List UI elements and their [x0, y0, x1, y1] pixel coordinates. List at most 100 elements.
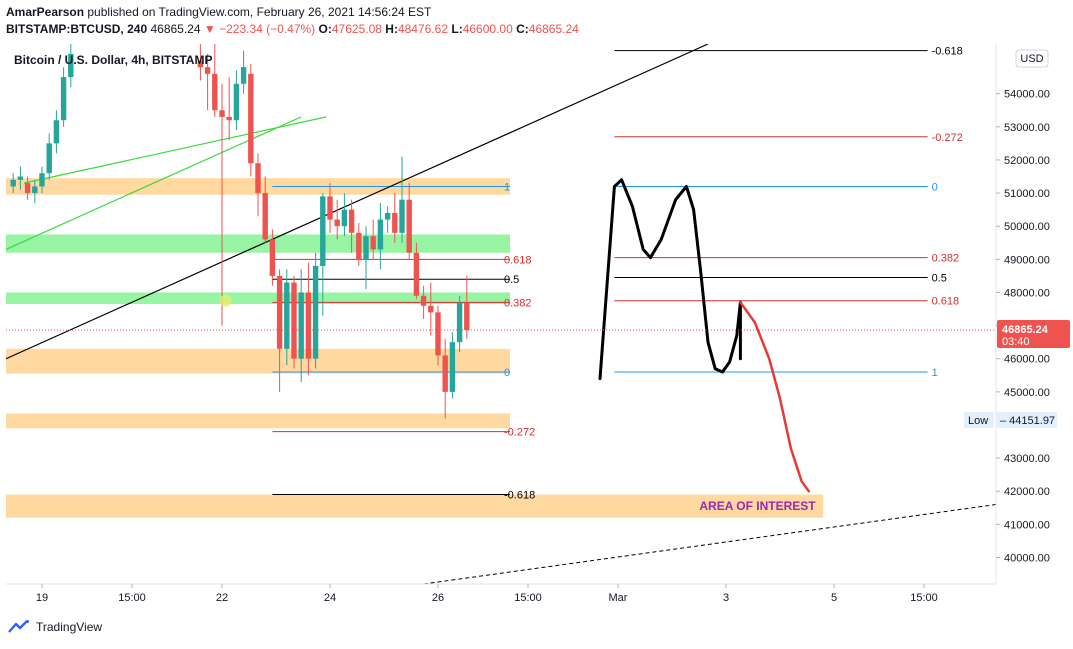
projection-line [739, 301, 811, 493]
high-value: 48476.62 [397, 22, 449, 36]
candle-body-0 [10, 179, 16, 187]
y-tick-label-12: 53000.00 [1004, 122, 1050, 134]
x-tick-label-5: 15:00 [514, 592, 542, 604]
down-arrow-icon: ▼ [203, 22, 216, 36]
candle-body-26 [320, 196, 326, 266]
candle-body-18 [262, 193, 268, 240]
candle-body-3 [32, 186, 38, 194]
last-price-countdown: 03:40 [1002, 336, 1030, 348]
currency-badge-box [1015, 49, 1049, 68]
candle-body-27 [327, 196, 333, 220]
tradingview-brand: TradingView [36, 620, 103, 634]
y-tick-label-8: 49000.00 [1004, 254, 1050, 266]
candle-body-19 [269, 239, 276, 276]
x-tick-label-7: 3 [723, 592, 729, 604]
open-label: O: [318, 22, 332, 36]
candle-body-12 [219, 110, 225, 117]
candle-body-2 [24, 183, 31, 194]
y-tick-label-10: 51000.00 [1004, 188, 1050, 200]
zone-orange-3 [6, 348, 510, 374]
candle-body-41 [428, 305, 434, 313]
last-price-badge-value: 46865.24 [1002, 324, 1049, 336]
candle-body-33 [370, 236, 376, 250]
candle-body-25 [312, 265, 319, 359]
candle-body-13 [226, 116, 232, 121]
y-tick-label-1: 41000.00 [1004, 519, 1050, 531]
open-value: 47625.08 [331, 22, 382, 36]
candle-body-39 [413, 252, 420, 296]
hand-drawn-m-pattern [598, 178, 742, 381]
publish-date: published on TradingView.com, February 2… [84, 5, 432, 19]
fib-right-label-1: -0.272 [932, 132, 963, 144]
trendline-dashed [423, 503, 997, 585]
candle-body-22 [291, 282, 297, 359]
close-value: 46865.24 [528, 22, 579, 36]
candle-body-36 [392, 212, 398, 233]
candle-body-11 [212, 73, 218, 111]
candle-body-4 [39, 173, 45, 187]
touch-highlight [219, 294, 232, 307]
candle-body-30 [348, 209, 355, 233]
high-label: H: [385, 22, 398, 36]
x-tick-label-1: 15:00 [118, 592, 146, 604]
candle-body-23 [298, 292, 304, 359]
candle-body-34 [377, 219, 384, 250]
x-tick-label-0: 19 [36, 592, 48, 604]
y-tick-label-5: 46000.00 [1004, 354, 1050, 366]
candle-body-46 [464, 302, 470, 331]
candle-body-31 [356, 232, 362, 260]
candle-body-8 [68, 53, 74, 78]
candle-body-7 [60, 77, 67, 121]
candle-body-24 [305, 292, 312, 359]
y-tick-label-3: 43000.00 [1004, 453, 1050, 465]
candle-body-14 [233, 83, 240, 121]
y-tick-label-13: 54000.00 [1004, 89, 1050, 101]
candle-body-10 [204, 67, 211, 74]
symbol-label: BITSTAMP:BTCUSD, 240 [6, 22, 148, 36]
author-name[interactable]: AmarPearson [6, 5, 85, 19]
chart-legend-title: Bitcoin / U.S. Dollar, 4h, BITSTAMP [14, 53, 213, 67]
candle-body-15 [240, 67, 247, 84]
fib-right-label-4: 0.5 [932, 273, 947, 285]
fib-left-label-4: 0 [504, 367, 510, 379]
last-price-badge [997, 320, 1070, 349]
y-tick-label-0: 40000.00 [1004, 552, 1050, 564]
symbol-ohlc-line: BITSTAMP:BTCUSD, 240 46865.24 ▼ −223.34 … [6, 22, 579, 36]
y-tick-label-11: 52000.00 [1004, 155, 1050, 167]
candle-body-32 [363, 236, 369, 260]
tradingview-footer: TradingView [8, 620, 102, 634]
x-tick-label-2: 22 [216, 592, 228, 604]
tradingview-logo-icon [8, 620, 29, 633]
fib-right-label-2: 0 [932, 181, 938, 193]
zone-orange-5 [6, 494, 824, 518]
x-tick-label-8: 5 [831, 592, 837, 604]
y-tick-label-2: 42000.00 [1004, 486, 1050, 498]
x-tick-label-9: 15:00 [910, 592, 938, 604]
currency-badge-label: USD [1020, 53, 1043, 65]
candle-body-40 [420, 295, 427, 306]
y-tick-label-7: 48000.00 [1004, 287, 1050, 299]
price-change: −223.34 (−0.47%) [219, 22, 316, 36]
fib-left-label-3: 0.382 [504, 297, 532, 309]
candle-body-1 [17, 176, 24, 180]
trendline-black [6, 44, 709, 360]
fib-left-label-1: 0.618 [504, 254, 532, 266]
x-tick-label-4: 26 [432, 592, 444, 604]
candle-body-45 [456, 302, 463, 343]
zone-green-1 [6, 234, 510, 253]
low-marker-value-box [997, 411, 1057, 428]
fib-right-label-0: -0.618 [932, 46, 963, 58]
fib-left-label-2: 0.5 [504, 274, 519, 286]
y-tick-label-4: 45000.00 [1004, 387, 1050, 399]
candle-body-17 [255, 163, 261, 194]
zone-green-2 [6, 292, 510, 305]
fib-right-label-5: 0.618 [932, 296, 960, 308]
candle-body-9 [197, 60, 204, 68]
low-marker-value: – 44151.97 [1000, 415, 1055, 427]
candle-body-42 [435, 312, 441, 356]
candle-body-20 [276, 275, 283, 349]
trendline-green-upper [23, 116, 327, 184]
candle-body-29 [341, 209, 348, 227]
candle-body-28 [334, 219, 340, 227]
